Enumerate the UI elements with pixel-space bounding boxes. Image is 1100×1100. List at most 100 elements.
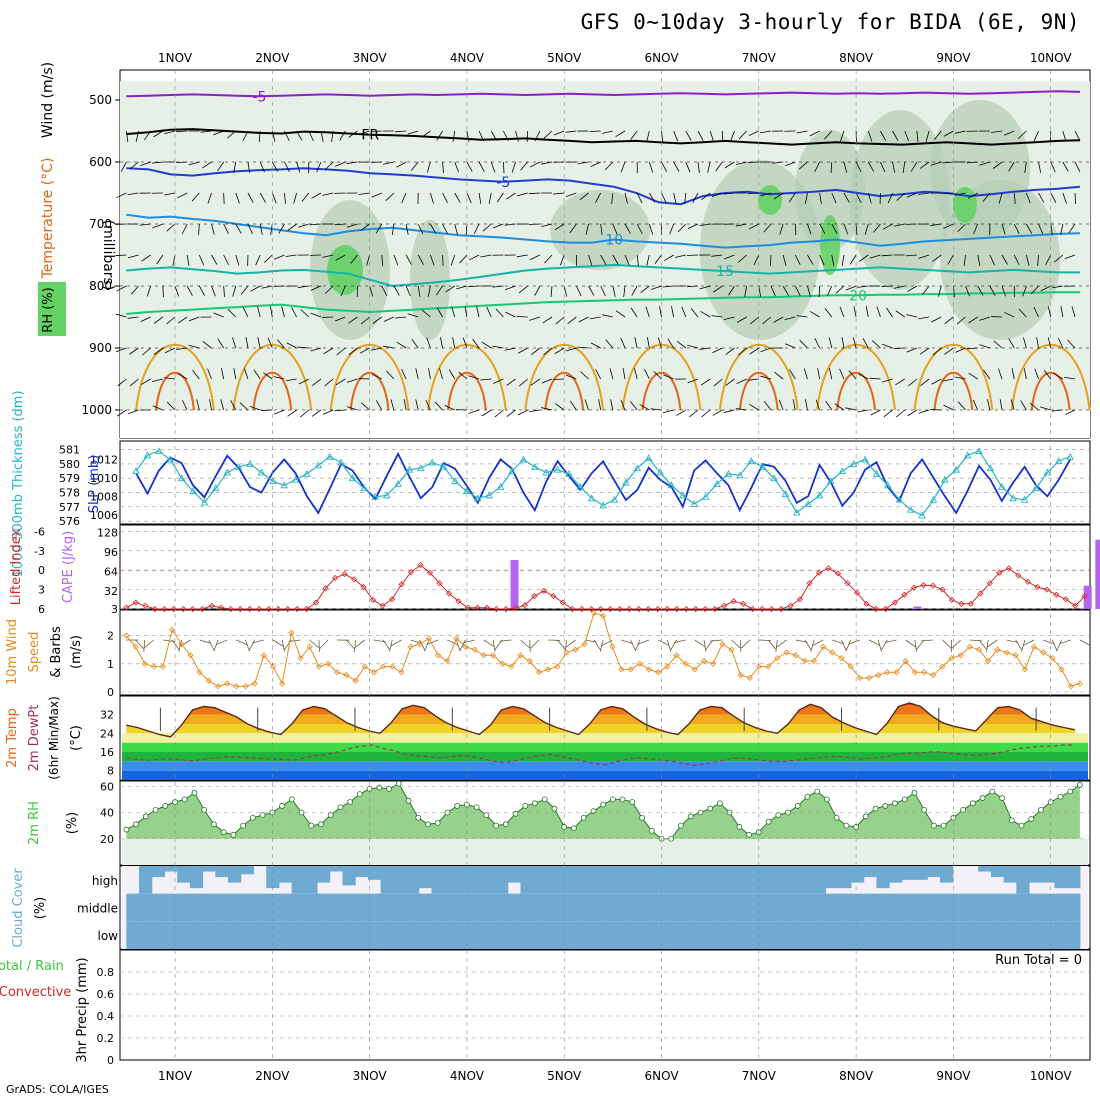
- thickness-marker: [462, 487, 471, 495]
- cloud-cover-bar: [800, 921, 814, 949]
- thickness-marker: [269, 477, 277, 485]
- wind-barb: [553, 192, 565, 195]
- wind-barb: [405, 223, 409, 235]
- thickness-marker: [1066, 452, 1074, 460]
- cloud-cover-bar: [278, 921, 293, 949]
- wind-barb: [322, 192, 334, 196]
- temp-contour-30: [349, 371, 390, 411]
- wind-barb: [186, 285, 193, 296]
- wind-barb: [492, 285, 504, 288]
- wind-barb: [247, 192, 254, 203]
- wind-barb: [843, 192, 850, 203]
- lifted-index-marker: [436, 580, 443, 587]
- wind10m-speed-marker: [361, 663, 368, 670]
- wind-barb: [1062, 192, 1067, 204]
- wind-barb: [690, 308, 699, 318]
- cloud-cover-bar: [711, 866, 725, 894]
- wind-barb: [192, 370, 200, 380]
- wind-barb: [798, 161, 808, 170]
- wind-barb: [233, 161, 237, 173]
- temp-contour-30: [252, 371, 293, 411]
- wind-barb: [308, 130, 314, 142]
- wind-barb: [650, 285, 662, 290]
- cape-tick-label: 128: [97, 526, 118, 539]
- wind-barb: [202, 340, 212, 349]
- rh-shading-blob: [700, 160, 820, 340]
- wind-barb: [476, 306, 480, 318]
- thickness-tick-label: 579: [59, 472, 80, 485]
- wind-barb: [1054, 254, 1064, 263]
- temp-above24-band: [126, 703, 1076, 706]
- wind-barb: [127, 316, 139, 319]
- wind10m-barb: [767, 639, 777, 650]
- wind10m-barb: [670, 639, 677, 651]
- wind-barb: [855, 161, 862, 173]
- wind-barb: [760, 192, 772, 197]
- wind-barb: [1047, 306, 1052, 318]
- rh-shading-blob: [930, 100, 1030, 240]
- cloud-cover-bar: [177, 866, 191, 883]
- cloud-cover-bar: [317, 893, 331, 922]
- wind10m-speed-marker: [435, 652, 442, 659]
- wind-barb: [129, 378, 139, 387]
- wind-barb: [116, 192, 127, 199]
- rh2m-marker: [862, 813, 869, 820]
- wind-barb: [430, 192, 434, 204]
- wind-barb: [737, 347, 747, 356]
- wind10m-barb: [213, 639, 219, 652]
- temp-contour-line: [126, 213, 1080, 249]
- lifted-index-marker: [872, 605, 880, 613]
- wind10m-speed-marker: [141, 660, 148, 667]
- wind-barb: [390, 399, 395, 411]
- wind10m-barb: [795, 639, 808, 643]
- wind-barb: [1038, 223, 1044, 235]
- wind-barb: [258, 130, 261, 142]
- cloud-cover-bar: [940, 866, 954, 883]
- wind10m-barb: [942, 639, 952, 649]
- wind-barb: [956, 316, 966, 325]
- rh2m-marker: [989, 788, 996, 795]
- wind10m-barb: [845, 639, 852, 652]
- cloud-cover-bar: [990, 893, 1005, 922]
- thickness-marker: [348, 474, 357, 482]
- wind-barb: [916, 130, 919, 142]
- wind-barb: [967, 192, 978, 199]
- wind-barb: [221, 368, 225, 380]
- temp2m-units-label: (°C): [69, 725, 84, 751]
- wind-barb: [788, 192, 796, 203]
- wind10m-barb: [740, 639, 751, 649]
- cloud-cover-bar: [469, 866, 483, 894]
- li-tick-label: -6: [34, 525, 45, 538]
- wind-barb: [869, 254, 881, 259]
- wind-barb: [963, 254, 966, 266]
- wind-barb: [502, 161, 505, 174]
- wind-barb: [253, 369, 261, 380]
- x-tick-label-bottom: 3NOV: [353, 1069, 388, 1083]
- wind-barb: [1013, 254, 1020, 266]
- lifted-index-marker: [939, 586, 946, 593]
- wind10m-barb: [637, 639, 650, 645]
- wind-barb: [636, 192, 643, 204]
- wind-barb: [612, 223, 618, 235]
- wind10m-speed-marker: [224, 680, 231, 687]
- thickness-marker: [724, 469, 733, 477]
- lifted-index-marker: [180, 605, 187, 613]
- wind10m-barb: [144, 639, 155, 648]
- wind10m-speed-marker: [416, 640, 423, 648]
- wind-barb: [778, 399, 784, 411]
- wind10m-barb: [694, 639, 705, 648]
- wind-barb: [1051, 285, 1063, 289]
- wind-barb: [381, 254, 384, 266]
- rh2m-marker: [142, 813, 149, 820]
- cloud-cover-bar: [825, 866, 839, 889]
- wind-barb: [862, 338, 869, 349]
- wind10m-speed-marker: [627, 666, 634, 673]
- wind10m-speed-marker: [123, 632, 130, 639]
- wind-barb: [273, 376, 285, 380]
- wind10m-barb: [463, 639, 475, 644]
- wind10m-barb: [390, 639, 402, 647]
- wind10m-barb: [494, 639, 503, 650]
- cloud-cover-bar: [571, 893, 585, 922]
- wind-barb: [675, 254, 686, 258]
- cloud-units-label: (%): [33, 897, 48, 920]
